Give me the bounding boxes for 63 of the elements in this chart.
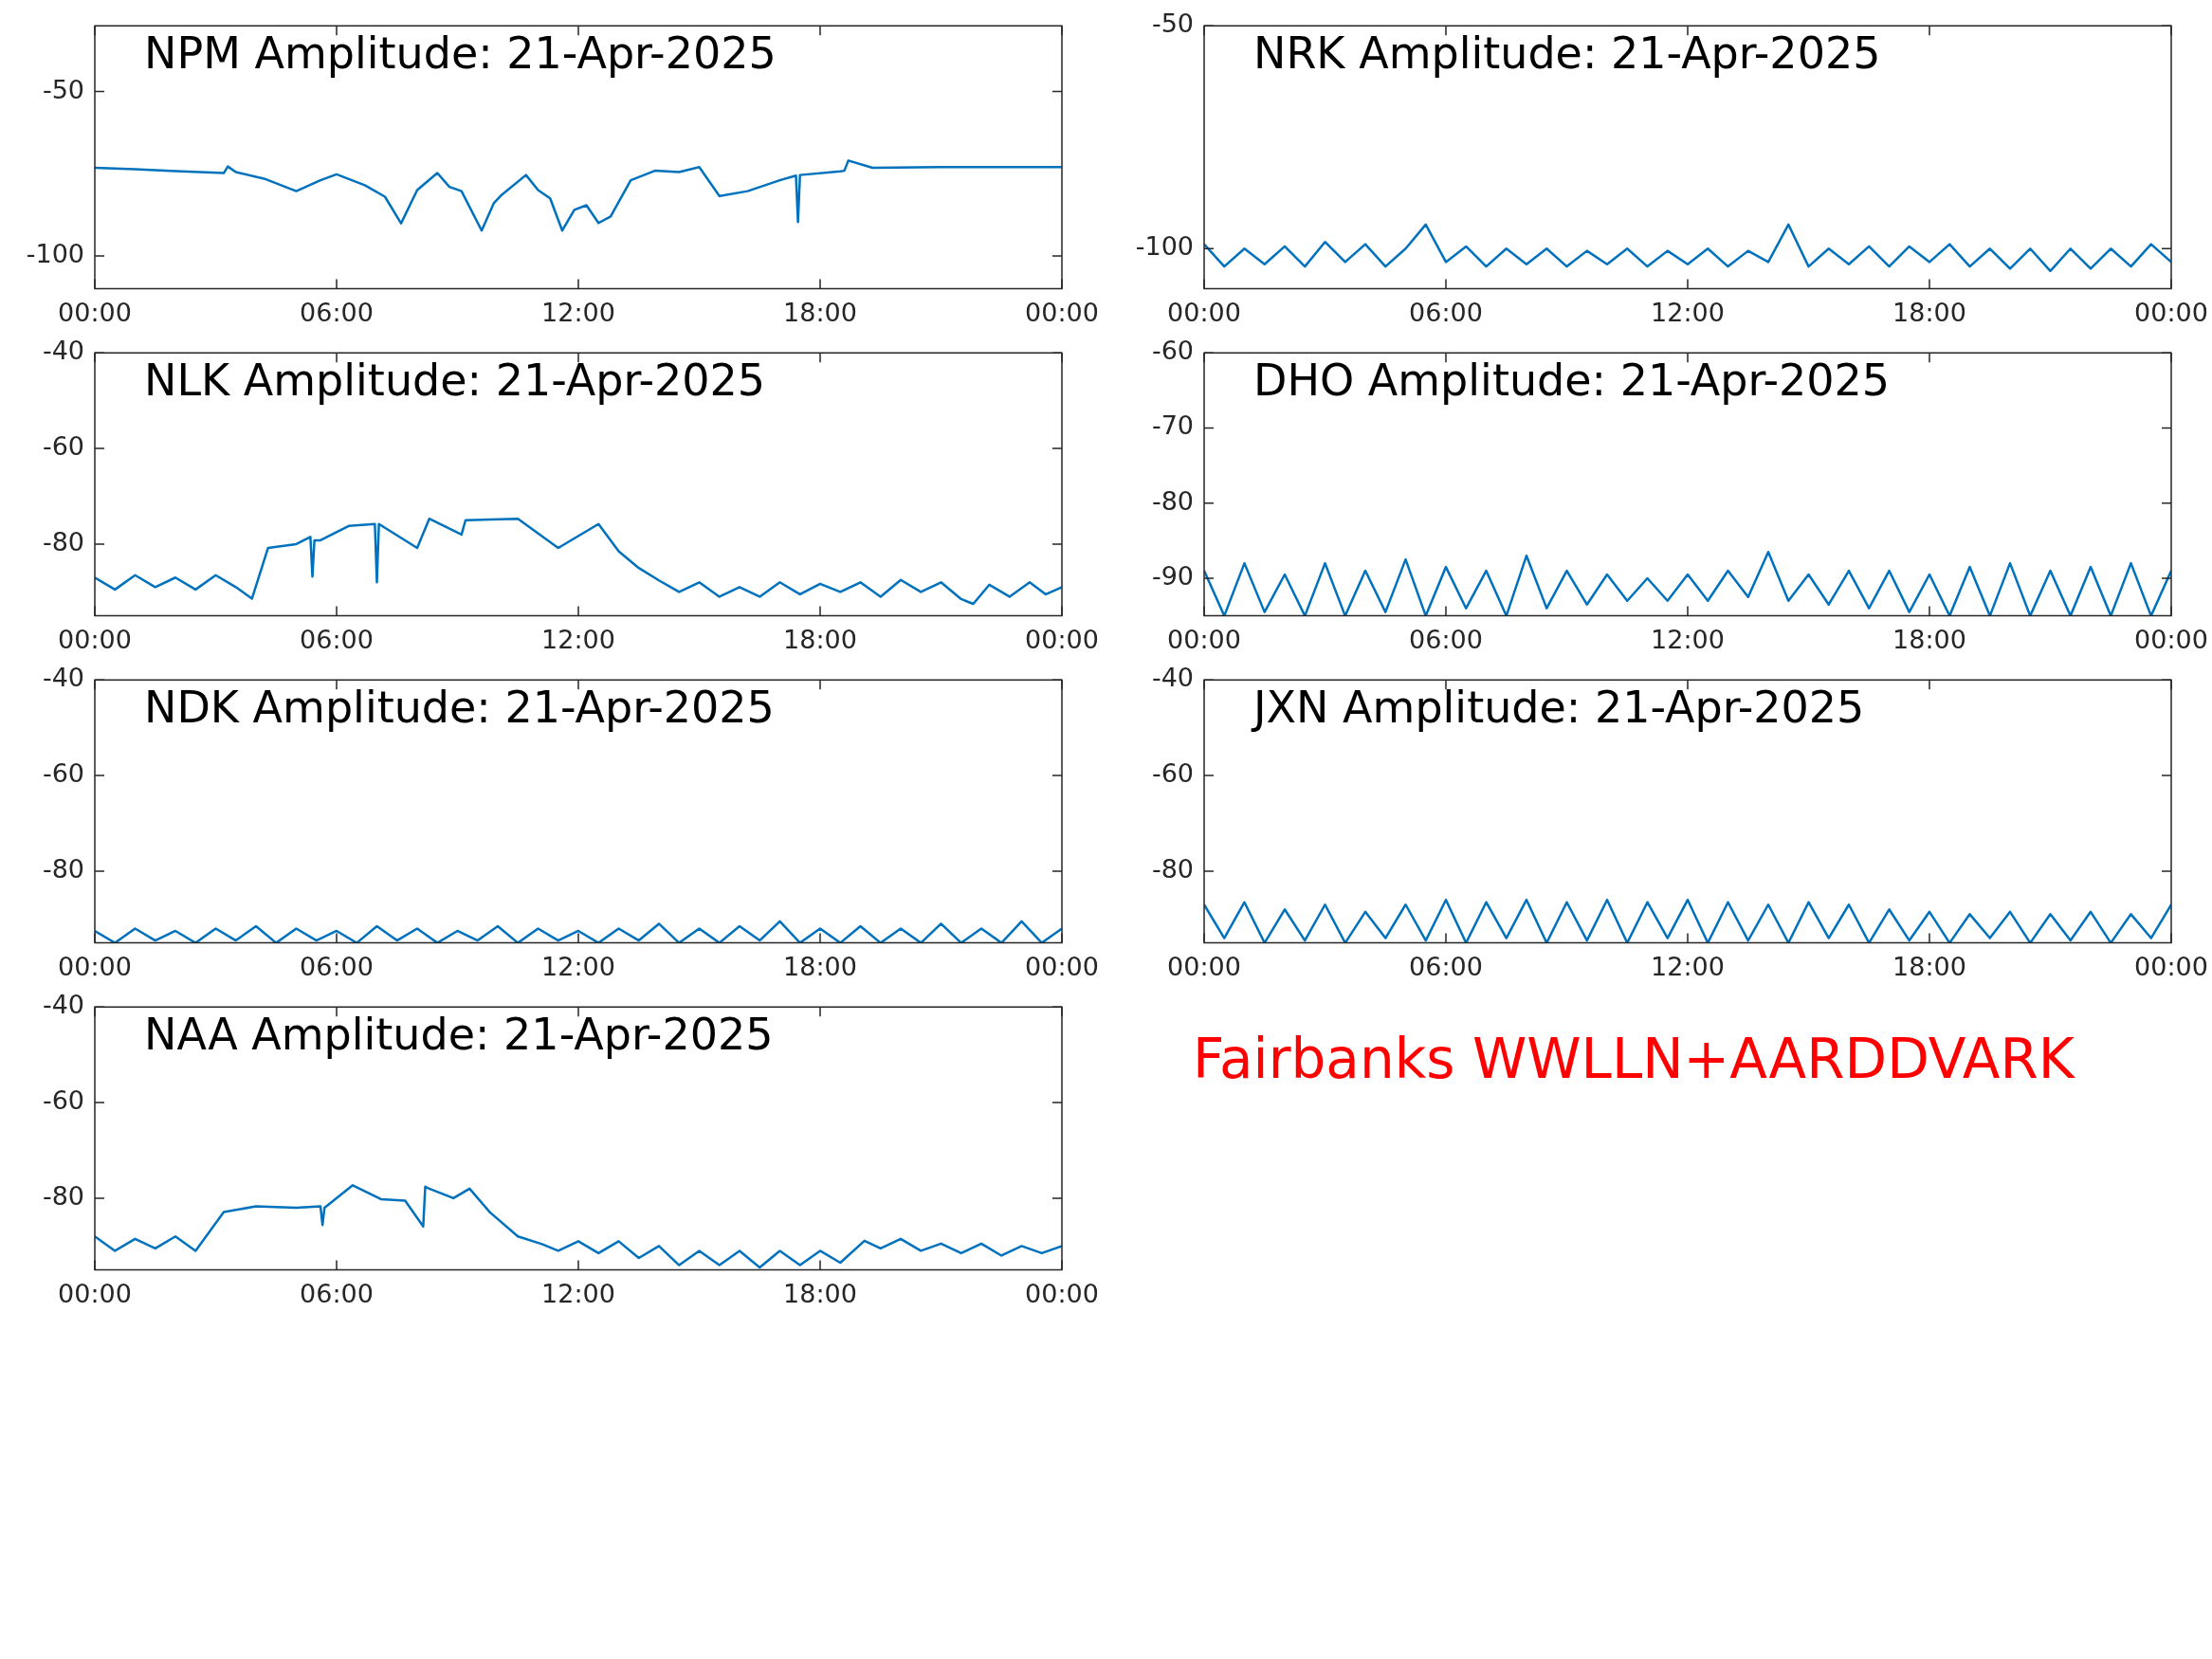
x-tick-label: 12:00: [541, 951, 615, 981]
x-tick-label: 06:00: [300, 624, 374, 654]
y-tick-label: -50: [1151, 9, 1194, 39]
x-tick-label: 00:00: [1025, 297, 1099, 327]
chart-title: NRK Amplitude: 21-Apr-2025: [1253, 27, 1881, 80]
chart-title: NDK Amplitude: 21-Apr-2025: [144, 682, 775, 734]
y-tick-label: -40: [42, 663, 84, 693]
x-tick-label: 00:00: [2134, 297, 2208, 327]
x-tick-label: 06:00: [300, 297, 374, 327]
x-tick-label: 06:00: [1409, 951, 1483, 981]
x-tick-label: 00:00: [1025, 624, 1099, 654]
x-tick-label: 12:00: [541, 1278, 615, 1308]
y-tick-label: -60: [1151, 336, 1194, 366]
x-tick-label: 12:00: [1651, 624, 1725, 654]
x-tick-label: 00:00: [58, 297, 132, 327]
x-tick-label: 06:00: [300, 951, 374, 981]
chart-title: NPM Amplitude: 21-Apr-2025: [144, 27, 777, 80]
x-tick-label: 06:00: [1409, 624, 1483, 654]
x-tick-label: 00:00: [58, 624, 132, 654]
x-tick-label: 00:00: [1167, 951, 1241, 981]
chart-title: NLK Amplitude: 21-Apr-2025: [144, 355, 766, 407]
y-tick-label: -100: [26, 238, 84, 268]
x-tick-label: 18:00: [1892, 297, 1966, 327]
x-tick-label: 18:00: [783, 1278, 857, 1308]
x-tick-label: 00:00: [2134, 951, 2208, 981]
x-tick-label: 12:00: [1651, 951, 1725, 981]
x-tick-label: 00:00: [1167, 624, 1241, 654]
x-tick-label: 00:00: [58, 1278, 132, 1308]
y-tick-label: -60: [42, 1085, 84, 1116]
y-tick-label: -40: [1151, 663, 1194, 693]
y-tick-label: -80: [42, 526, 84, 556]
text: Fairbanks WWLLN+AARDDVARK: [1192, 1026, 2076, 1091]
x-tick-label: 12:00: [541, 297, 615, 327]
x-tick-label: 06:00: [1409, 297, 1483, 327]
y-tick-label: -80: [1151, 485, 1194, 516]
chart-title: DHO Amplitude: 21-Apr-2025: [1253, 355, 1891, 407]
x-tick-label: 00:00: [1025, 951, 1099, 981]
y-tick-label: -90: [1151, 560, 1194, 591]
x-tick-label: 00:00: [1025, 1278, 1099, 1308]
x-tick-label: 06:00: [300, 1278, 374, 1308]
y-tick-label: -80: [1151, 853, 1194, 884]
chart-title: NAA Amplitude: 21-Apr-2025: [144, 1009, 774, 1061]
x-tick-label: 18:00: [783, 624, 857, 654]
y-tick-label: -60: [42, 431, 84, 462]
x-tick-label: 18:00: [783, 297, 857, 327]
x-tick-label: 00:00: [58, 951, 132, 981]
x-tick-label: 12:00: [1651, 297, 1725, 327]
y-tick-label: -80: [42, 1180, 84, 1211]
y-tick-label: -60: [1151, 758, 1194, 789]
x-tick-label: 12:00: [541, 624, 615, 654]
y-tick-label: -70: [1151, 410, 1194, 441]
x-tick-label: 18:00: [783, 951, 857, 981]
x-tick-label: 00:00: [2134, 624, 2208, 654]
y-tick-label: -50: [42, 74, 84, 104]
x-tick-label: 00:00: [1167, 297, 1241, 327]
x-tick-label: 18:00: [1892, 951, 1966, 981]
y-tick-label: -40: [42, 336, 84, 366]
y-tick-label: -60: [42, 758, 84, 789]
x-tick-label: 18:00: [1892, 624, 1966, 654]
y-tick-label: -100: [1135, 231, 1194, 262]
y-tick-label: -40: [42, 990, 84, 1020]
chart-title: JXN Amplitude: 21-Apr-2025: [1251, 682, 1865, 734]
y-tick-label: -80: [42, 853, 84, 884]
